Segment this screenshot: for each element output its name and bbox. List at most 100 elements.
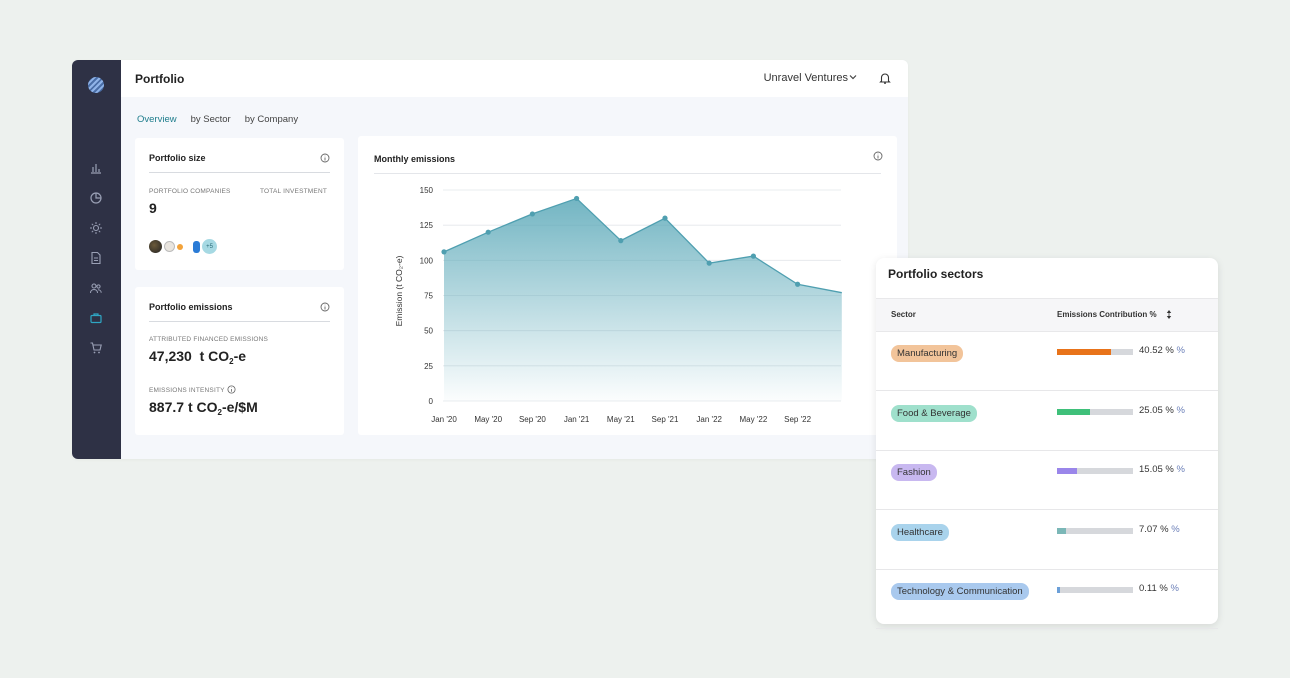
table-row[interactable]: Fashion 15.05 % % — [876, 450, 1218, 510]
table-row[interactable]: Food & Beverage 25.05 % % — [876, 391, 1218, 451]
contribution-bar — [1057, 408, 1133, 415]
emissions-intensity-label: EMISSIONS INTENSITY — [149, 385, 236, 394]
card-title: Monthly emissions — [374, 154, 456, 164]
sector-pill[interactable]: Fashion — [891, 464, 937, 481]
column-header-sector[interactable]: Sector — [891, 310, 916, 319]
y-tick-label: 100 — [420, 256, 434, 265]
series-line — [443, 197, 842, 294]
portfolio-emissions-card: Portfolio emissions ATTRIBUTED FINANCED … — [135, 287, 344, 435]
info-icon[interactable] — [873, 151, 883, 161]
data-point[interactable] — [662, 215, 668, 221]
portfolio-companies-label: PORTFOLIO COMPANIES — [149, 188, 231, 195]
emissions-intensity-value: 887.7 t CO2-e/$M — [149, 399, 258, 417]
contribution-bar-fill — [1057, 408, 1091, 415]
data-point[interactable] — [750, 253, 756, 259]
tab-by-sector[interactable]: by Sector — [190, 114, 231, 125]
document-icon[interactable] — [88, 250, 104, 266]
table-row[interactable]: Manufacturing 40.52 % % — [876, 331, 1218, 391]
y-axis-label: Emission (t CO₂-e) — [394, 255, 404, 326]
table-header: Sector Emissions Contribution % — [876, 298, 1218, 332]
sidebar — [72, 60, 121, 459]
info-icon[interactable] — [320, 302, 330, 312]
divider — [374, 173, 881, 174]
card-title: Portfolio sectors — [888, 267, 984, 281]
contribution-percent: 25.05 % % — [1139, 404, 1185, 416]
x-tick-label: May '21 — [607, 415, 635, 424]
attributed-emissions-label: ATTRIBUTED FINANCED EMISSIONS — [149, 336, 269, 343]
contribution-bar — [1057, 587, 1133, 593]
avatar[interactable] — [164, 241, 175, 252]
data-point[interactable] — [574, 195, 580, 202]
tabs: Overview by Sector by Company — [137, 114, 298, 125]
emissions-area-chart: 0 25 50 75 100 125 150 Jan '20 May '20 Sep '20 Ja… — [394, 186, 842, 424]
sector-pill[interactable]: Food & Beverage — [891, 404, 977, 422]
more-avatars-badge[interactable]: +5 — [202, 239, 217, 254]
contribution-bar — [1057, 527, 1133, 534]
data-point[interactable] — [529, 211, 535, 217]
portfolio-companies-value: 9 — [149, 200, 157, 216]
x-tick-label: Sep '22 — [784, 415, 811, 424]
sun-icon[interactable] — [88, 220, 104, 236]
divider — [149, 172, 330, 173]
info-icon[interactable] — [320, 153, 330, 163]
data-point[interactable] — [485, 229, 491, 235]
sort-icon[interactable] — [1166, 309, 1172, 320]
divider — [149, 321, 330, 322]
sector-pill[interactable]: Manufacturing — [891, 345, 964, 362]
data-point[interactable] — [706, 260, 712, 266]
column-header-contribution[interactable]: Emissions Contribution % — [1057, 310, 1157, 319]
top-bar: Portfolio Unravel Ventures — [121, 60, 908, 97]
chevron-down-icon[interactable] — [848, 72, 858, 82]
x-tick-label: May '20 — [474, 415, 502, 424]
contribution-bar-fill — [1057, 468, 1077, 474]
pie-chart-icon[interactable] — [88, 190, 104, 206]
card-title: Portfolio size — [149, 153, 206, 163]
data-point[interactable] — [795, 281, 801, 287]
sector-pill[interactable]: Healthcare — [891, 523, 949, 541]
x-tick-label: Jan '20 — [431, 415, 457, 424]
y-tick-label: 25 — [424, 362, 433, 371]
area-fill — [444, 198, 842, 401]
y-tick-label: 150 — [420, 186, 434, 195]
contribution-bar — [1057, 468, 1133, 474]
data-point[interactable] — [618, 238, 624, 244]
table-row[interactable]: Healthcare 7.07 % % — [876, 510, 1218, 570]
page-title: Portfolio — [135, 72, 185, 86]
data-point[interactable] — [441, 249, 447, 255]
app-window: Portfolio Unravel Ventures Overview by S… — [72, 60, 908, 459]
monthly-emissions-card: Monthly emissions 0 25 50 75 100 125 150 Jan '… — [358, 136, 897, 435]
portfolio-size-card: Portfolio size PORTFOLIO COMPANIES TOTAL… — [135, 138, 344, 270]
bell-icon[interactable] — [878, 71, 892, 85]
avatar[interactable] — [193, 240, 200, 253]
tab-by-company[interactable]: by Company — [244, 114, 299, 125]
company-avatars: +5 — [149, 239, 219, 254]
x-tick-label: Sep '21 — [652, 415, 679, 424]
contribution-bar-fill — [1057, 349, 1111, 355]
x-tick-label: Sep '20 — [519, 415, 546, 424]
y-tick-label: 0 — [429, 397, 434, 406]
logo-icon[interactable] — [88, 77, 104, 93]
y-tick-label: 75 — [424, 292, 433, 301]
bar-chart-icon[interactable] — [88, 160, 104, 176]
users-icon[interactable] — [88, 280, 104, 296]
contribution-percent: 7.07 % % — [1139, 523, 1180, 535]
y-tick-label: 125 — [420, 221, 434, 230]
sector-pill[interactable]: Technology & Communication — [891, 583, 1029, 600]
avatar[interactable] — [177, 243, 183, 250]
portfolio-sectors-card: Portfolio sectors Sector Emissions Contr… — [876, 258, 1218, 629]
info-icon[interactable] — [227, 385, 236, 394]
attributed-emissions-value: 47,230 t CO2-e — [149, 348, 247, 366]
x-tick-label: May '22 — [740, 415, 768, 424]
briefcase-icon[interactable] — [88, 310, 104, 326]
table-row[interactable]: Technology & Communication 0.11 % % — [876, 569, 1218, 629]
avatar[interactable] — [149, 240, 162, 253]
x-tick-label: Jan '22 — [696, 415, 722, 424]
tab-overview[interactable]: Overview — [137, 114, 177, 125]
x-tick-label: Jan '21 — [564, 415, 590, 424]
contribution-bar-fill — [1057, 587, 1060, 593]
contribution-percent: 40.52 % % — [1139, 345, 1185, 356]
y-tick-label: 50 — [424, 327, 433, 336]
org-switcher[interactable]: Unravel Ventures — [763, 72, 848, 84]
cart-icon[interactable] — [88, 340, 104, 356]
contribution-percent: 15.05 % % — [1139, 464, 1185, 475]
